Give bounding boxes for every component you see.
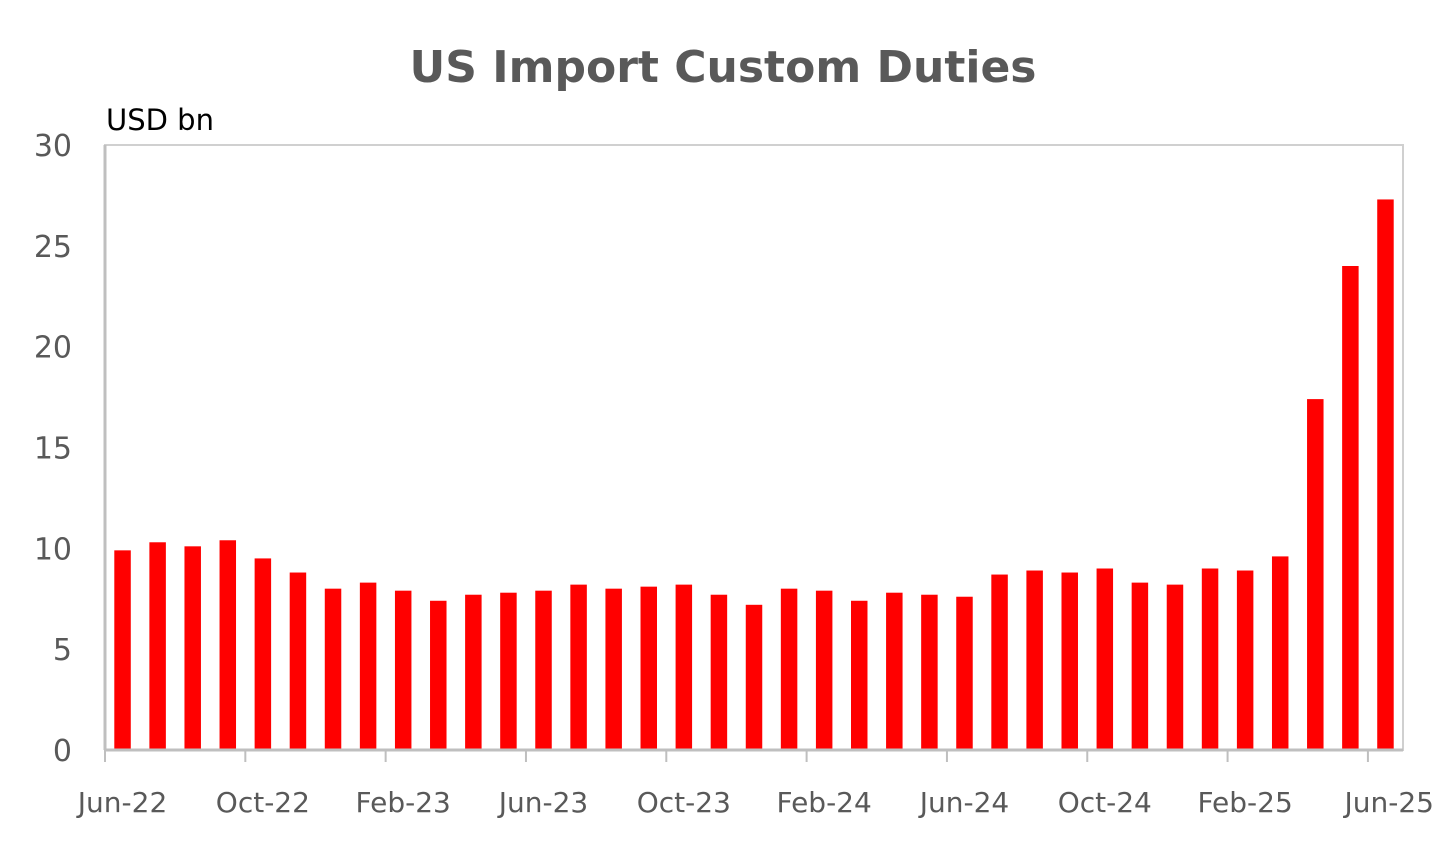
y-tick-label: 20 xyxy=(34,331,72,366)
x-tick-label: Jun-24 xyxy=(918,786,1009,819)
y-tick-label: 10 xyxy=(34,532,72,567)
y-axis-unit-label: USD bn xyxy=(106,103,214,137)
bar-Sep-24 xyxy=(1061,572,1078,750)
bars-layer xyxy=(114,199,1394,750)
x-tick-label: Feb-24 xyxy=(777,786,872,819)
bar-Jan-24 xyxy=(780,588,798,750)
y-tick-label: 5 xyxy=(53,633,72,668)
bar-Mar-23 xyxy=(430,600,447,750)
bar-Dec-23 xyxy=(745,604,763,750)
bar-Feb-24 xyxy=(815,590,833,750)
bar-Jul-23 xyxy=(570,584,587,750)
bar-Jan-25 xyxy=(1201,568,1219,750)
bar-Sep-23 xyxy=(640,586,657,750)
x-axis-ticks: Jun-22 Oct-22 Feb-23 Jun-23 Oct-23 Feb-24 Jun-… xyxy=(76,750,1434,819)
x-tick-label: Jun-25 xyxy=(1343,786,1434,819)
x-tick-label: Oct-23 xyxy=(637,786,731,819)
bar-Aug-22 xyxy=(184,546,201,750)
bar-May-23 xyxy=(500,592,517,750)
bar-Dec-24 xyxy=(1166,584,1184,750)
bar-Jul-22 xyxy=(149,542,166,750)
bar-May-25 xyxy=(1342,266,1359,750)
x-tick-label: Jun-23 xyxy=(497,786,588,819)
bar-Jan-23 xyxy=(359,582,377,750)
bar-Sep-22 xyxy=(219,540,237,750)
bar-Aug-23 xyxy=(605,588,622,750)
x-tick-label: Feb-23 xyxy=(356,786,451,819)
x-tick-label: Oct-24 xyxy=(1058,786,1152,819)
bar-Dec-22 xyxy=(324,588,342,750)
bar-Jun-23 xyxy=(535,590,552,750)
bar-Apr-23 xyxy=(465,594,482,750)
x-tick-label: Jun-22 xyxy=(76,786,167,819)
bar-Jul-24 xyxy=(991,574,1008,750)
bar-Oct-22 xyxy=(254,558,272,750)
bar-Aug-24 xyxy=(1026,570,1043,750)
bar-Nov-23 xyxy=(710,594,728,750)
bar-Feb-25 xyxy=(1236,570,1254,750)
bar-Mar-25 xyxy=(1271,556,1289,750)
y-axis-ticks: 0 5 10 15 20 25 30 xyxy=(34,129,72,769)
y-tick-label: 0 xyxy=(53,734,72,769)
bar-Oct-24 xyxy=(1096,568,1114,750)
bar-Nov-22 xyxy=(289,572,307,750)
x-tick-label: Oct-22 xyxy=(216,786,310,819)
bar-Jun-24 xyxy=(956,596,973,750)
bar-Oct-23 xyxy=(675,584,693,750)
bar-Mar-24 xyxy=(851,600,868,750)
bar-Jun-25 xyxy=(1377,199,1394,750)
y-tick-label: 25 xyxy=(34,230,72,265)
bar-Jun-22 xyxy=(114,550,131,750)
x-tick-label: Feb-25 xyxy=(1197,786,1292,819)
bar-Nov-24 xyxy=(1131,582,1149,750)
bar-Feb-23 xyxy=(394,590,412,750)
y-tick-label: 30 xyxy=(34,129,72,164)
bar-May-24 xyxy=(921,594,938,750)
chart-title: US Import Custom Duties xyxy=(410,42,1037,93)
y-tick-label: 15 xyxy=(34,432,72,467)
bar-Apr-25 xyxy=(1307,399,1324,750)
bar-Apr-24 xyxy=(886,592,903,750)
